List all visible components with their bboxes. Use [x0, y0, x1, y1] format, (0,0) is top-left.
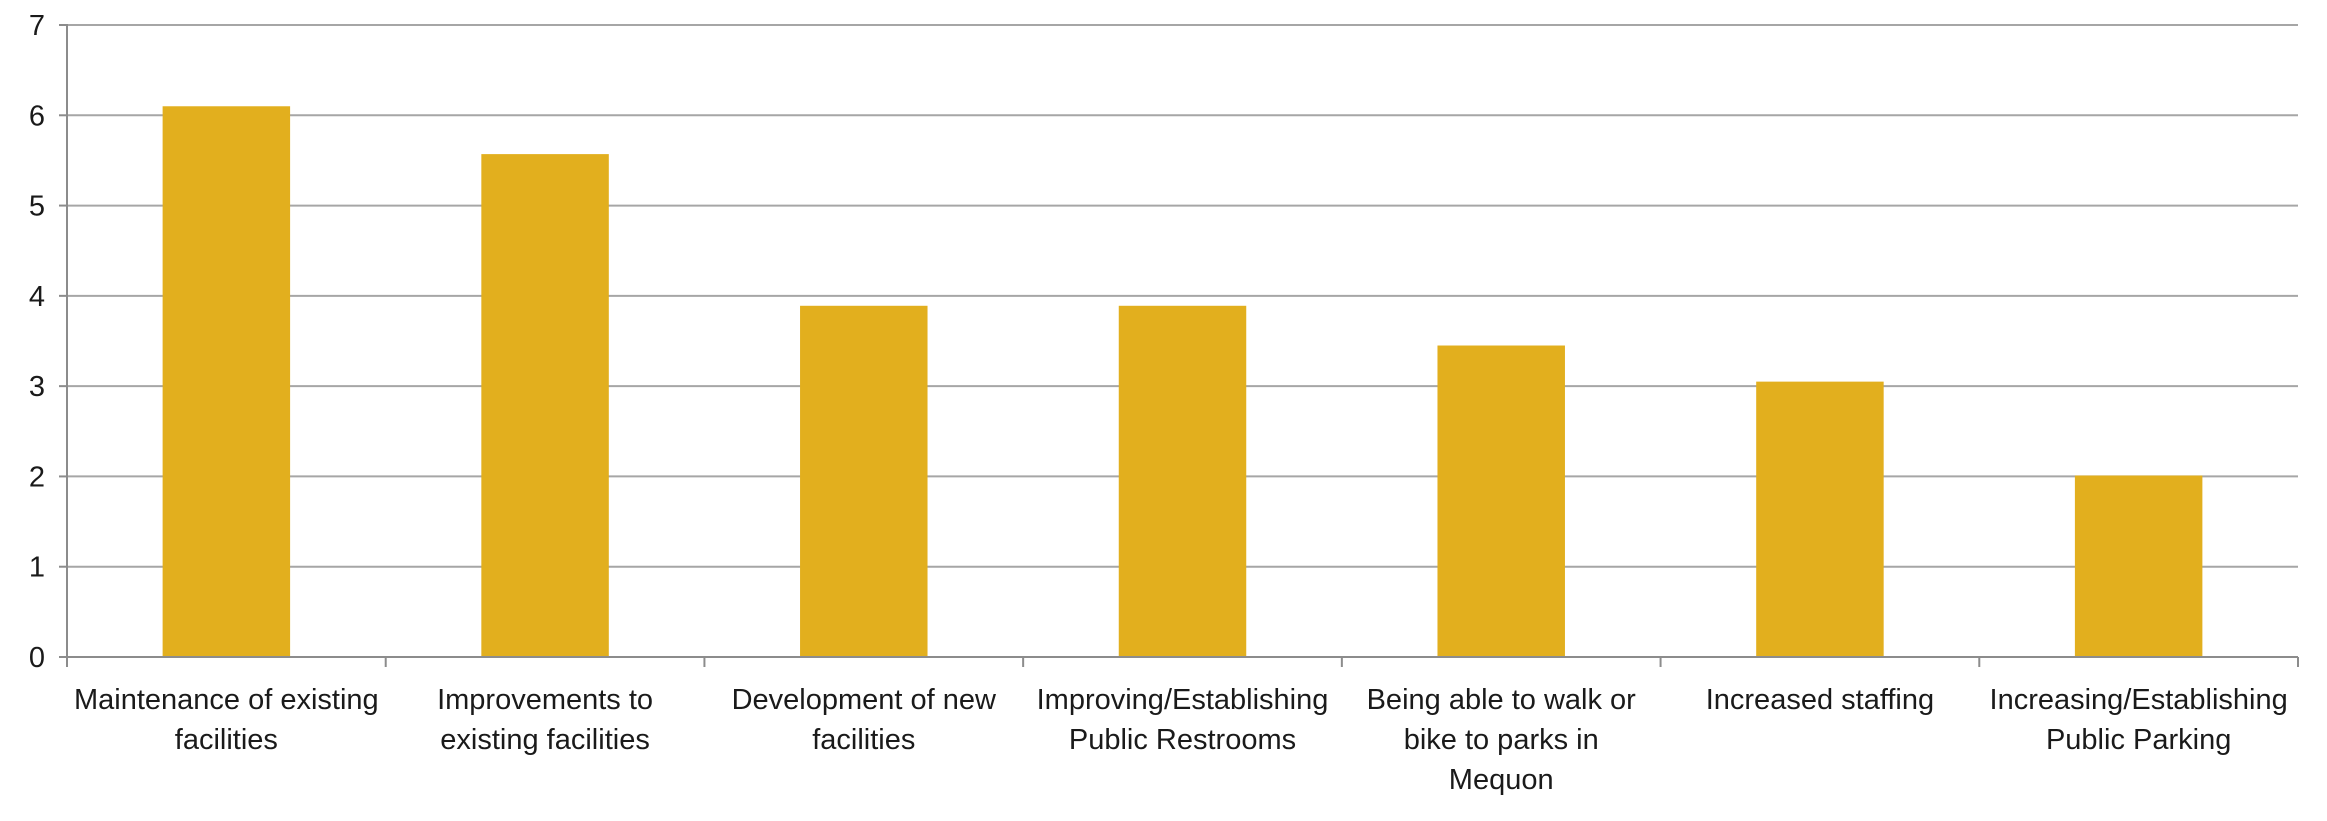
x-category-label-line: Improving/Establishing	[1037, 684, 1329, 716]
bar-4	[1118, 305, 1247, 657]
bar-5	[1437, 345, 1565, 657]
y-tick-label: 3	[29, 371, 45, 403]
bar-3	[800, 305, 928, 657]
x-category-label-line: Maintenance of existing	[74, 684, 379, 716]
y-tick-label: 0	[29, 642, 45, 674]
x-category-label-line: Improvements to	[437, 684, 653, 716]
bar-6	[1756, 381, 1884, 657]
x-category-label-line: bike to parks in	[1404, 724, 1599, 756]
x-category-label-line: facilities	[812, 724, 915, 756]
x-category-label: Development of new facilities	[732, 684, 997, 756]
x-category-label-line: Being able to walk or	[1367, 684, 1637, 716]
y-tick-label: 7	[29, 10, 45, 42]
x-category-label: Improvements to existing facilities	[437, 684, 653, 756]
x-category-label-line: Increased staffing	[1706, 684, 1934, 716]
y-tick-label: 2	[29, 461, 45, 493]
x-category-label: Being able to walk or bike to parks in Meq…	[1367, 684, 1637, 796]
x-category-label-line: Increasing/Establishing	[1990, 684, 2288, 716]
x-category-label-line: existing facilities	[440, 724, 650, 756]
x-category-label-line: facilities	[175, 724, 278, 756]
y-tick-label: 4	[29, 281, 45, 313]
bar-2	[481, 154, 609, 657]
x-category-label-line: Mequon	[1449, 764, 1554, 796]
x-category-label-line: Development of new	[732, 684, 997, 716]
y-tick-label: 6	[29, 100, 45, 132]
x-category-label: Increasing/Establishing Public Parking	[1990, 684, 2288, 756]
bar-1	[162, 106, 291, 657]
y-tick-label: 1	[29, 552, 45, 584]
x-category-label: Maintenance of existing facilities	[74, 684, 379, 756]
x-category-label-line: Public Restrooms	[1069, 724, 1296, 756]
y-tick-label: 5	[29, 191, 45, 223]
bar-7	[2074, 475, 2203, 657]
x-category-label: Improving/Establishing Public Restrooms	[1037, 684, 1329, 756]
x-category-label-line: Public Parking	[2046, 724, 2231, 756]
x-category-label: Increased staffing	[1706, 684, 1934, 716]
